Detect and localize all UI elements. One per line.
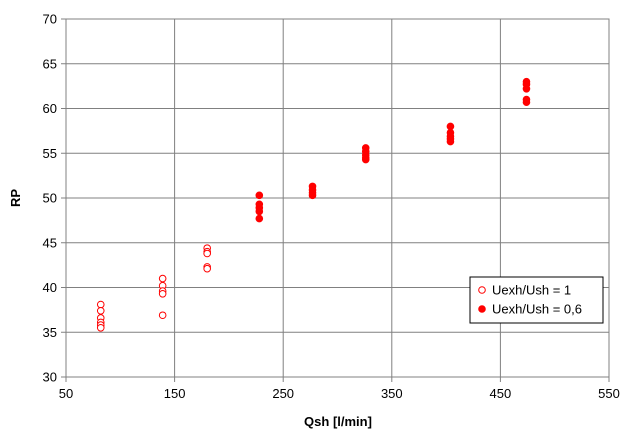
data-points: [96, 77, 531, 332]
data-point-series-2: [522, 85, 531, 93]
data-point-series-1: [96, 306, 105, 315]
y-axis-title: RP: [8, 189, 23, 207]
y-axis-ticks: 30 35 40 45 50 55 60 65 70: [43, 12, 66, 385]
x-axis-ticks: 50 150 250 350 450 550: [59, 377, 620, 401]
data-point-series-2: [446, 137, 455, 146]
data-point-series-1: [96, 323, 105, 332]
data-point-series-1: [158, 274, 167, 283]
y-tick-label: 30: [43, 370, 57, 385]
y-tick-label: 40: [43, 280, 57, 295]
x-tick-label: 450: [490, 386, 512, 401]
data-point-series-2: [255, 207, 264, 216]
data-point-series-1: [158, 289, 167, 298]
y-tick-label: 65: [43, 56, 57, 71]
legend-marker: [478, 286, 486, 294]
legend-marker: [478, 305, 486, 313]
x-tick-label: 250: [272, 386, 294, 401]
data-point-series-1: [203, 249, 211, 258]
x-tick-label: 150: [164, 386, 186, 401]
y-tick-label: 50: [43, 191, 57, 206]
data-point-series-2: [361, 155, 370, 164]
data-point-series-2: [255, 214, 264, 223]
y-tick-label: 60: [43, 101, 57, 116]
gridlines: [66, 19, 609, 377]
y-tick-label: 55: [43, 146, 57, 161]
x-axis-title: Qsh [l/min]: [304, 414, 372, 429]
data-point-series-1: [158, 311, 167, 320]
legend: Uexh/Ush = 1 Uexh/Ush = 0,6: [469, 276, 604, 324]
y-tick-label: 70: [43, 12, 57, 27]
data-point-series-1: [96, 300, 105, 309]
y-tick-label: 45: [43, 235, 57, 250]
legend-box: [469, 276, 604, 324]
data-point-series-1: [203, 264, 211, 273]
data-point-series-2: [522, 98, 531, 107]
data-point-series-2: [308, 191, 317, 200]
data-point-series-2: [255, 191, 264, 200]
x-tick-label: 550: [598, 386, 620, 401]
legend-label: Uexh/Ush = 1: [492, 283, 571, 298]
data-point-series-2: [446, 122, 455, 131]
legend-label: Uexh/Ush = 0,6: [492, 302, 582, 317]
y-tick-label: 35: [43, 325, 57, 340]
x-tick-label: 50: [59, 386, 73, 401]
x-tick-label: 350: [381, 386, 403, 401]
